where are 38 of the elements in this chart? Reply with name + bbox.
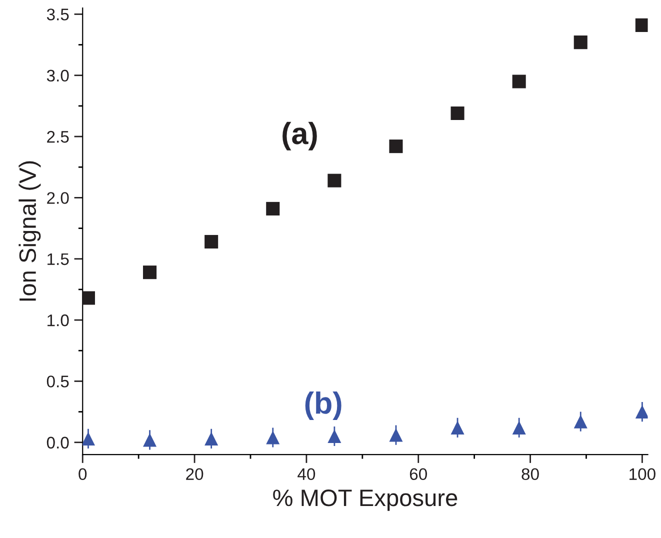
point (204, 432, 218, 446)
point (82, 291, 95, 305)
point (328, 429, 342, 444)
point (635, 18, 648, 32)
y-tick-label: 3.5 (46, 8, 69, 20)
point (574, 414, 588, 428)
point (389, 428, 403, 442)
point (450, 420, 464, 434)
y-tick-label: 1.5 (48, 253, 69, 266)
y-tick-label: 2.5 (47, 130, 69, 143)
point (266, 202, 280, 216)
x-tick-label: 0 (78, 468, 87, 480)
point (143, 266, 157, 280)
point (389, 140, 403, 154)
point (204, 234, 218, 249)
y-tick-label: 0.0 (46, 436, 69, 449)
x-axis-title: % MOT Exposure (273, 490, 458, 511)
point (635, 405, 648, 419)
point (328, 174, 342, 188)
point (82, 432, 95, 446)
y-tick-label: 2.0 (47, 192, 69, 204)
y-tick-label: 1.0 (48, 314, 69, 326)
point (512, 74, 526, 88)
x-tick-label: 20 (186, 468, 204, 480)
point (512, 420, 526, 434)
series-label: (b) (305, 391, 342, 420)
point (574, 36, 588, 50)
point (266, 430, 280, 444)
y-axis-title: Ion Signal (V) (18, 161, 41, 301)
x-tick-label: 100 (630, 468, 656, 480)
point (450, 106, 464, 120)
series-label: (a) (282, 122, 317, 150)
x-tick-label: 80 (522, 468, 539, 480)
y-tick-label: 3.0 (46, 70, 69, 82)
x-tick-label: 40 (298, 468, 316, 480)
x-tick-label: 60 (410, 468, 427, 480)
point (143, 433, 157, 447)
y-tick-label: 0.5 (46, 376, 69, 388)
